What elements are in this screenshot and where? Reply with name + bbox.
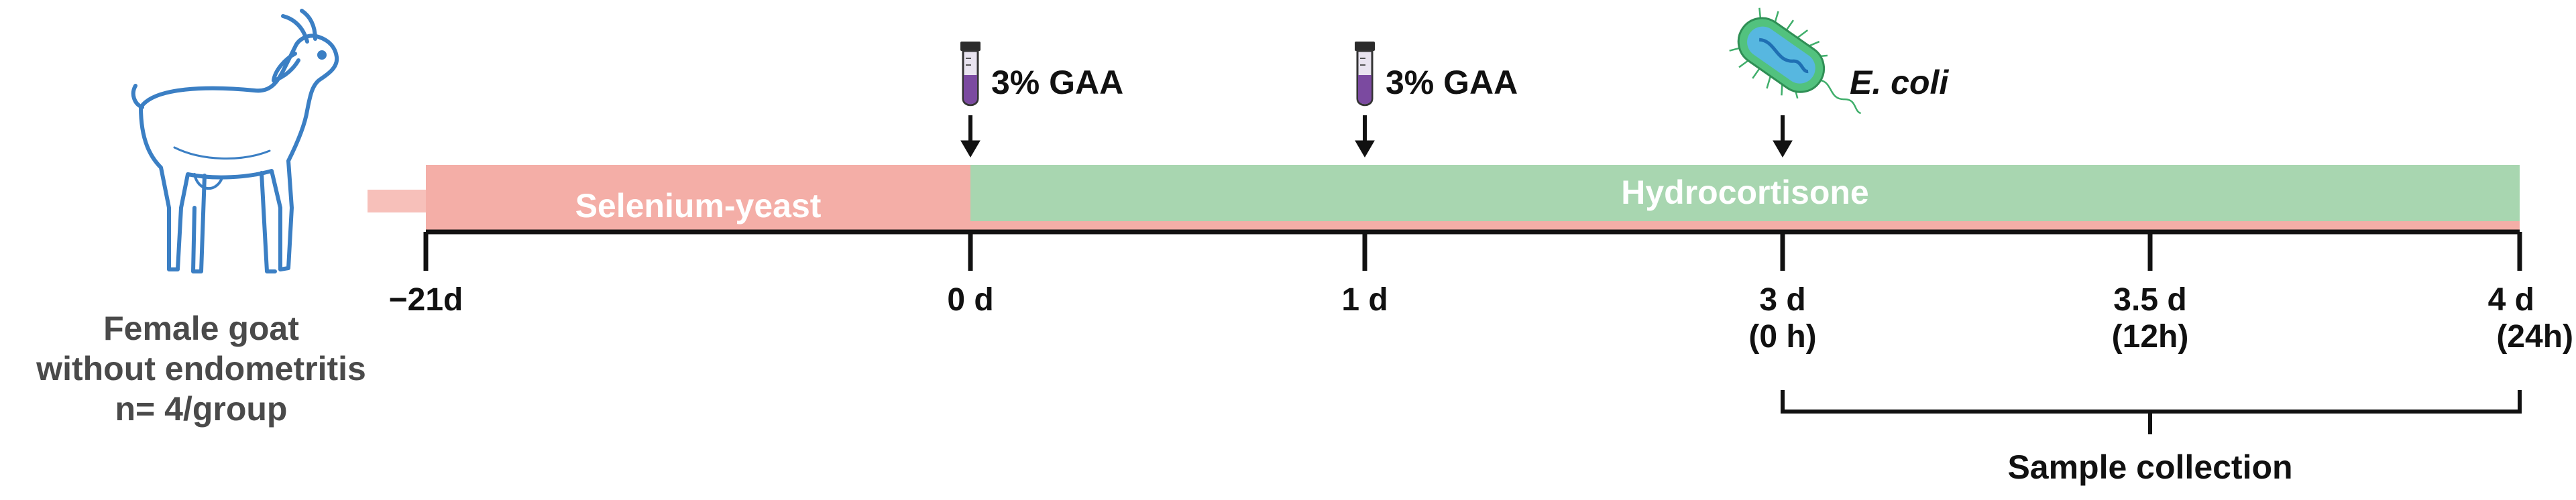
tick-label-3-5d: 3.5 d (12h) [2063, 282, 2237, 355]
tick-label-line2: (0 h) [1748, 319, 1817, 355]
selenium-yeast-label: Selenium-yeast [575, 187, 822, 225]
bacterium-icon [1729, 7, 1862, 115]
treatment-label-ecoli: E. coli [1850, 64, 1949, 101]
tick-label-1d: 1 d [1278, 282, 1452, 318]
tick-label-4d: 4 d (24h) [2401, 282, 2576, 355]
tick-label-line1: 3.5 d [2113, 282, 2187, 318]
tick-label-line1: −21d [388, 282, 463, 318]
goat-caption: Female goat without endometritis n= 4/gr… [0, 308, 402, 429]
tick-label-line1: 1 d [1341, 282, 1388, 318]
treatment-label-gaa-2: 3% GAA [1386, 64, 1518, 101]
sample-collection-label: Sample collection [2007, 448, 2293, 486]
tick-label-minus21d: −21d [339, 282, 513, 318]
treatment-arrows [960, 115, 1793, 158]
test-tube-icon [960, 42, 981, 107]
tick-label-3d: 3 d (0 h) [1695, 282, 1870, 355]
goat-caption-line1: Female goat [103, 310, 299, 347]
treatment-label-gaa-1: 3% GAA [991, 64, 1124, 101]
tick-label-line2: (12h) [2111, 319, 2189, 355]
test-tube-icon [1355, 42, 1375, 107]
tick-label-line1: 3 d [1759, 282, 1806, 318]
tick-label-line2: (24h) [2496, 319, 2573, 355]
tick-label-line1: 0 d [947, 282, 994, 318]
tick-label-line1: 4 d [2487, 282, 2534, 318]
sample-collection-bracket [1781, 390, 2522, 434]
goat-caption-line3: n= 4/group [115, 390, 288, 428]
goat-icon [131, 9, 339, 273]
hydrocortisone-label: Hydrocortisone [1621, 174, 1869, 211]
tick-label-0d: 0 d [883, 282, 1058, 318]
hydrocortisone-bar [970, 165, 2520, 221]
timeline-ticks [423, 232, 2522, 271]
goat-caption-line2: without endometritis [36, 350, 366, 387]
